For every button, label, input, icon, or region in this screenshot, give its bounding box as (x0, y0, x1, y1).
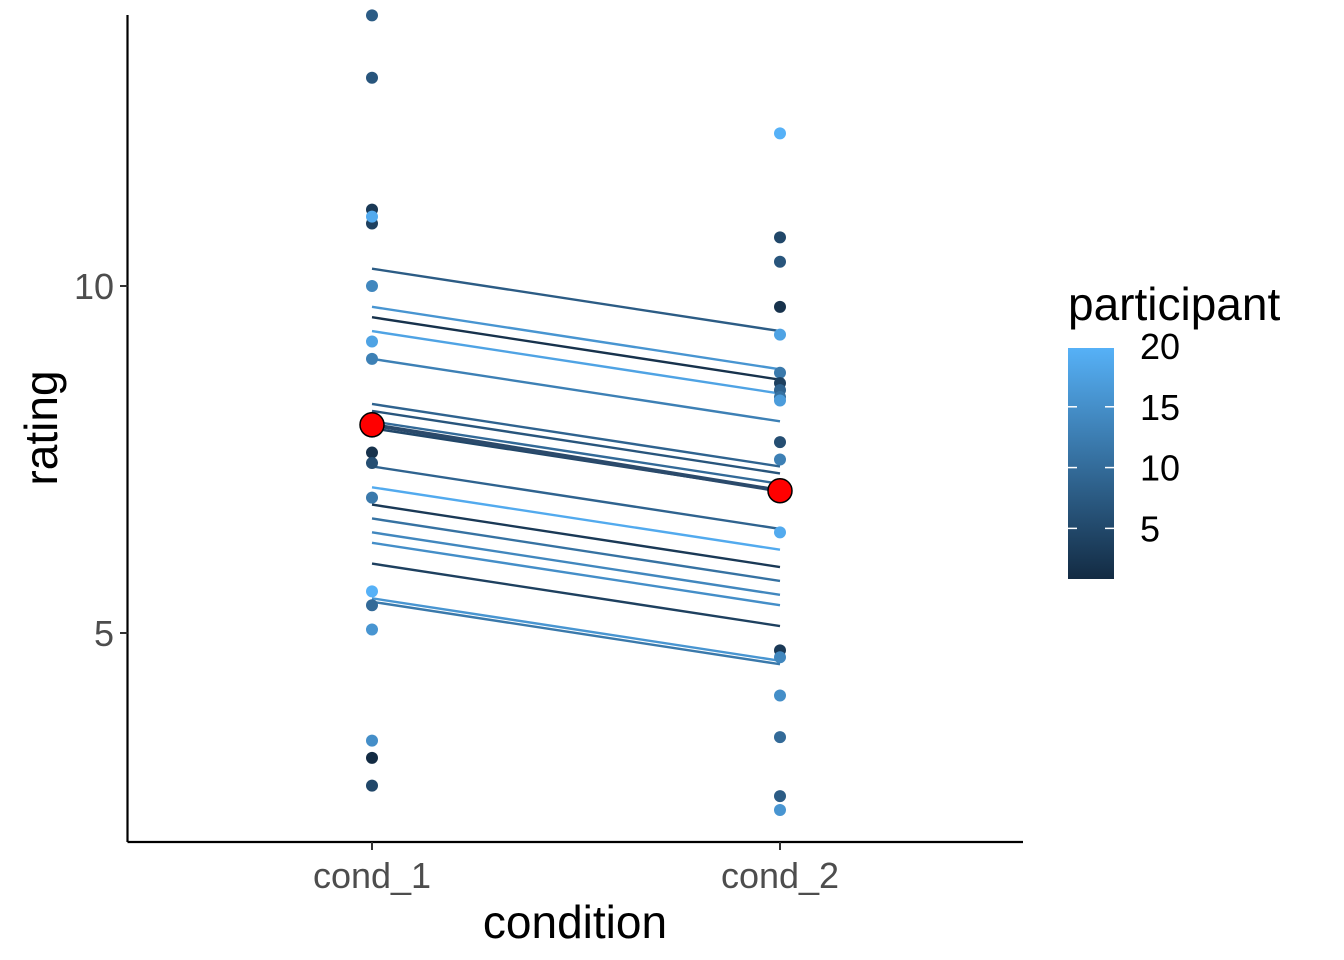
legend-tick-label: 5 (1140, 508, 1160, 549)
legend-tick-label: 10 (1140, 448, 1180, 489)
participant-points (366, 9, 786, 816)
legend-title: participant (1068, 278, 1280, 330)
data-point (366, 751, 378, 764)
data-point (774, 453, 786, 466)
y-tick-label: 5 (94, 613, 114, 654)
mean-point (359, 412, 385, 438)
participant-line (371, 316, 781, 381)
plot-panel (359, 9, 793, 816)
mean-point (767, 477, 793, 504)
participant-line (371, 531, 781, 597)
data-point (774, 790, 786, 803)
y-axis-title: rating (15, 370, 67, 485)
participant-lines (371, 267, 781, 666)
data-point (774, 328, 786, 341)
data-point (366, 210, 378, 223)
data-point (774, 803, 786, 816)
participant-line (371, 600, 781, 666)
participant-line (371, 597, 781, 662)
legend-ticks: 5 10 15 20 (1068, 326, 1180, 549)
mean-line (371, 422, 781, 493)
participant-line (371, 357, 781, 423)
participant-line (371, 305, 781, 371)
legend-tick-label: 20 (1140, 326, 1180, 367)
legend-colorbar (1068, 348, 1114, 579)
participant-line (371, 541, 781, 607)
participant-line (371, 517, 781, 583)
data-point (366, 585, 378, 598)
participant-line (371, 486, 781, 551)
participant-line (371, 329, 781, 395)
x-tick-label: cond_2 (721, 855, 839, 896)
data-point (774, 127, 786, 140)
data-point (774, 731, 786, 744)
data-point (774, 255, 786, 268)
data-point (366, 456, 378, 469)
data-point (366, 335, 378, 348)
data-point (774, 651, 786, 664)
data-point (366, 491, 378, 504)
data-point (774, 394, 786, 407)
y-tick-label: 10 (74, 266, 114, 307)
participant-line (371, 465, 781, 531)
data-point (366, 71, 378, 84)
data-point (366, 280, 378, 292)
data-point (774, 436, 786, 449)
legend-tick-label: 15 (1140, 387, 1180, 428)
data-point (774, 231, 786, 244)
condition-means (359, 412, 793, 504)
x-axis-ticks: cond_1 cond_2 (313, 842, 839, 896)
participant-line (371, 402, 781, 468)
participant-line (371, 503, 781, 569)
data-point (774, 689, 786, 702)
participant-line (371, 267, 781, 333)
data-point (774, 526, 786, 539)
data-point (366, 734, 378, 747)
participant-line (371, 409, 781, 475)
data-point (366, 352, 378, 365)
data-point (366, 446, 378, 459)
participant-line (371, 420, 781, 485)
data-point (774, 300, 786, 313)
data-point (774, 366, 786, 379)
legend: participant 5 10 15 20 (1068, 278, 1280, 579)
x-tick-label: cond_1 (313, 855, 431, 896)
data-point (366, 623, 378, 636)
y-axis-ticks: 5 10 (74, 266, 128, 654)
data-point (366, 9, 378, 22)
data-point (366, 779, 378, 792)
data-point (366, 599, 378, 612)
x-axis-title: condition (483, 896, 667, 948)
participant-line (371, 562, 781, 628)
